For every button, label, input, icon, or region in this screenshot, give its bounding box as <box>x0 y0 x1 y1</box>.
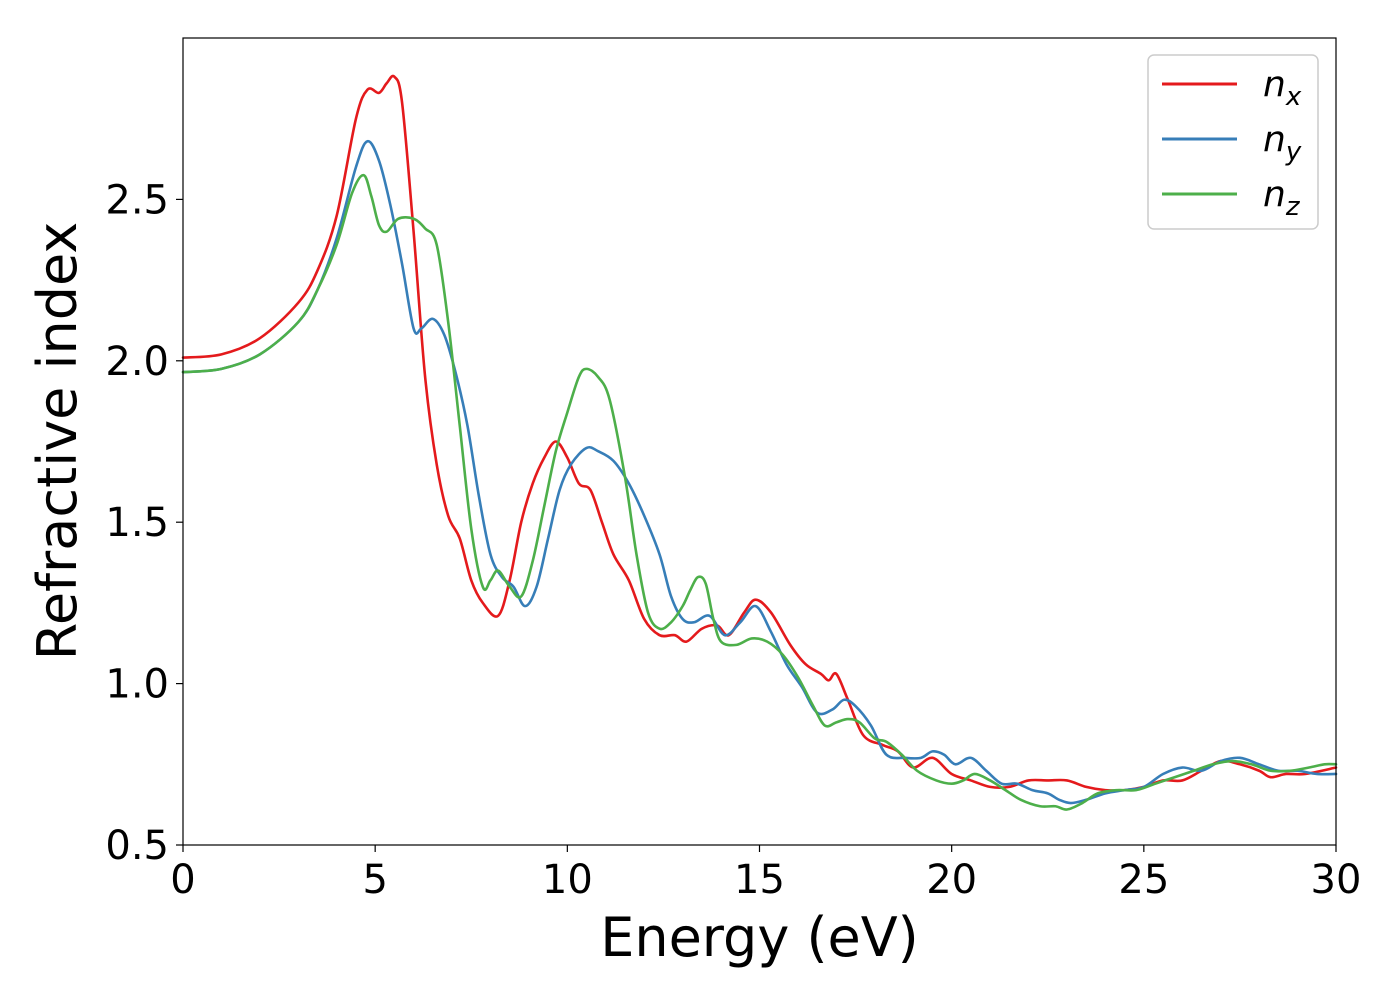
legend-label: ny <box>1263 119 1302 167</box>
x-tick-label: 10 <box>542 857 593 903</box>
legend-box <box>1147 54 1319 230</box>
y-tick-label: 1.5 <box>105 500 169 546</box>
x-tick-label: 15 <box>734 857 785 903</box>
legend-item-nx: nx <box>1162 64 1302 112</box>
y-tick-label: 2.0 <box>105 339 169 385</box>
x-tick-label: 5 <box>362 857 387 903</box>
y-tick-label: 1.0 <box>105 662 169 708</box>
legend-subscript: y <box>1285 137 1302 167</box>
legend-subscript: x <box>1285 82 1302 112</box>
series-line-nx <box>181 74 1338 792</box>
series-line-nz <box>181 173 1338 811</box>
y-tick-label: 2.5 <box>105 177 169 223</box>
legend-label: nx <box>1263 64 1302 112</box>
x-tick-label: 20 <box>926 857 977 903</box>
x-tick-label: 0 <box>170 857 195 903</box>
y-axis-label: Refractive index <box>26 222 89 661</box>
series-layer <box>181 74 1338 811</box>
x-axis-label: Energy (eV) <box>600 906 919 969</box>
series-line-ny <box>181 139 1338 805</box>
x-tick-label: 30 <box>1311 857 1362 903</box>
tick-layer: 0 5 10 15 20 25 30 0.5 1.0 1.5 2.0 2.5 <box>105 177 1361 903</box>
y-tick-label: 0.5 <box>105 823 169 869</box>
x-tick-label: 25 <box>1118 857 1169 903</box>
legend-subscript: z <box>1285 192 1301 222</box>
legend-item-ny: ny <box>1162 119 1302 167</box>
